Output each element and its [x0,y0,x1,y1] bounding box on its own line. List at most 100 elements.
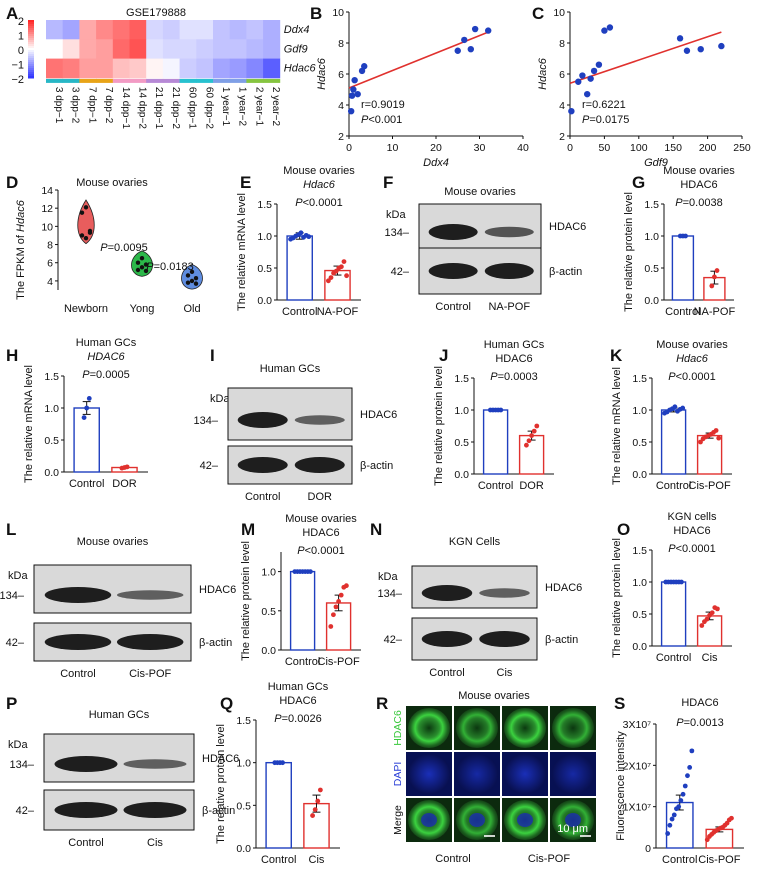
hdac6-label: HDAC6 [545,582,582,594]
data-point [689,748,695,754]
data-point [665,831,671,836]
violin-point [189,278,195,284]
data-point [341,259,347,264]
panel-label-l: L [6,520,17,539]
heatmap-scale-step [28,38,34,41]
chart-title: Human GCs [76,337,137,349]
panel-label-e: E [240,173,252,192]
hdac6-signal [456,708,498,748]
heatmap-sample-label: 14 dpp−1 [120,87,131,129]
data-point [729,815,734,821]
heatmap-cell [62,20,80,40]
marker-42: 42– [16,805,35,817]
data-point [338,592,344,598]
marker-42: 42– [6,637,25,649]
p-value: P=0.0026 [274,713,321,725]
y-tick-label: 14 [41,185,53,197]
western-l: Mouse ovaries kDa 134– 42– HDAC6 β-actin Contr… [0,536,236,680]
y-tick-label: 0.5 [632,437,647,449]
x-tick-label: Control [285,656,320,668]
protein-band [44,587,112,603]
heatmap-group-bar [213,78,231,83]
x-tick-label: Control [665,306,700,318]
heatmap-cell [162,39,180,59]
y-tick-label: 1.5 [44,371,59,383]
x-tick-label: 20 [430,142,442,154]
protein-band [428,224,478,240]
y-tick-label: 6 [338,69,344,81]
heatmap-scale-step [28,58,34,61]
violin-point [139,265,145,270]
chart-h: 0.0 0.5 1.0 1.5 The relative mRNA level Contr… [23,337,148,490]
scatter-point [601,27,608,34]
x-tick-label: 40 [517,142,529,154]
heatmap-cell [229,20,247,40]
actin-label: β-actin [199,637,232,649]
hdac6-signal [408,708,450,748]
lane-label: Cis [497,667,513,679]
heatmap-group-bar [129,78,147,83]
heatmap-cell [129,20,147,40]
data-point [713,428,719,433]
scatter-point [347,108,355,115]
y-tick-label: 6 [47,258,53,270]
y-tick-label: 6 [559,69,565,81]
scatter-point [467,46,474,53]
data-point [317,787,323,793]
chart-title: KGN cells [668,511,717,523]
protein-band [484,263,534,279]
y-tick-label: 0.0 [44,467,59,479]
chart-subtitle: HDAC6 [302,527,339,539]
merge-nucleus [469,813,485,827]
panel-label-o: O [617,520,631,539]
y-tick-label: 10 [332,7,344,19]
y-tick-label: 3X10⁷ [623,719,652,731]
lane-label: Control [429,667,464,679]
heatmap-scale-step [28,54,34,57]
bar [518,434,545,475]
heatmap-cell [263,39,281,59]
heatmap-cell [162,20,180,40]
protein-band [123,759,187,769]
heatmap-scale-step [28,36,34,39]
x-tick-label: DOR [519,480,544,492]
marker-42: 42– [391,266,410,278]
chart-subtitle: HDAC6 [87,351,125,363]
heatmap-scale-step [28,66,34,69]
data-point [699,623,705,628]
panel-label-f: F [383,173,394,192]
merge-nucleus [565,813,581,827]
scatter-point [590,67,598,75]
y-tick-label: 0.5 [632,609,647,621]
x-tick-label: Control [478,480,513,492]
heatmap-group-bar [229,78,247,83]
y-tick-label: 0.0 [236,843,251,855]
data-point [312,807,318,812]
x-tick-label: Control [662,854,697,866]
x-tick-label: 100 [630,142,648,154]
heatmap-group-bar [146,78,164,83]
merge-nucleus [517,813,533,827]
chart-subtitle: HDAC6 [279,695,316,707]
panel-label-s: S [614,694,626,713]
p-value: P<0.0001 [297,545,344,557]
lane-label: Control [60,668,95,680]
heatmap-group-bar [79,78,97,83]
violin-point [193,275,199,281]
y-tick-label: 0.0 [644,295,659,307]
bar [289,570,316,651]
heatmap-scale-step [28,42,34,45]
y-tick-label: 0.0 [632,469,647,481]
panel-label-b: B [310,4,323,23]
data-point [704,616,710,622]
heatmap-group-bar [96,78,114,83]
data-point [298,230,304,236]
micrograph-panel: Mouse ovaries HDAC6 DAPI Merge 10 μm Control C… [392,690,596,865]
scatter-point [676,35,684,42]
violin-point [139,255,145,261]
scatter-point [568,108,575,115]
panel-label-r: R [376,694,389,713]
y-tick-label: 1.5 [454,373,469,385]
y-tick-label: 2 [559,131,565,143]
